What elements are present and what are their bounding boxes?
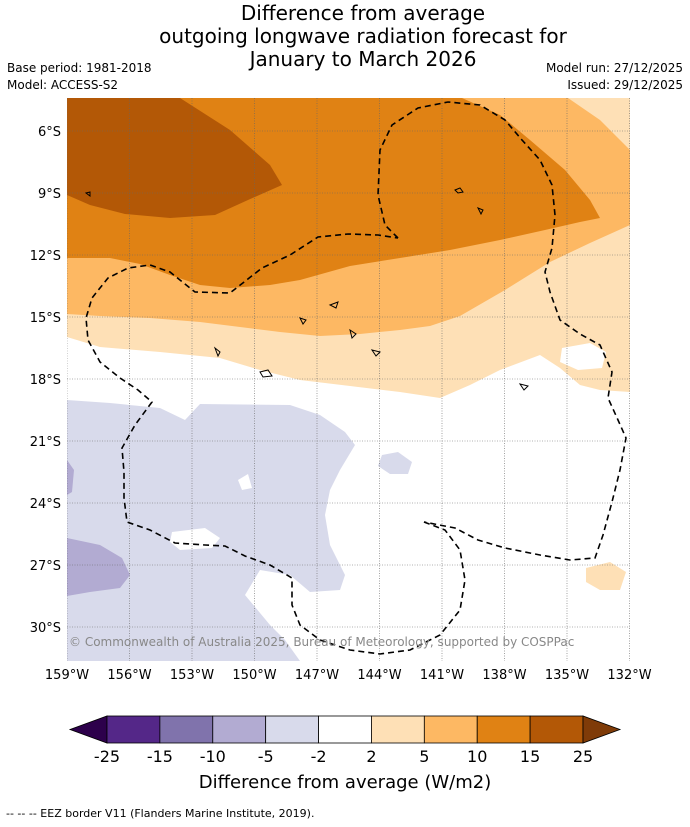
- island-9: [84, 191, 91, 197]
- colorbar-title: Difference from average (W/m2): [199, 772, 491, 793]
- lon-tick-label: 159°W: [45, 668, 89, 683]
- colorbar-bin: [318, 715, 372, 744]
- colorbar-bin: [159, 715, 214, 744]
- neutral-hole-2: [238, 474, 252, 490]
- colorbar-tick-label: 15: [520, 747, 540, 766]
- lon-tick-label: 138°W: [482, 668, 526, 683]
- colorbar-tick-label: 25: [573, 747, 593, 766]
- lat-tick-label: 18°S: [30, 373, 61, 388]
- island-6: [213, 346, 221, 358]
- positive-anomaly-strong: [67, 98, 282, 218]
- lat-tick-label: 27°S: [30, 559, 61, 574]
- lat-tick-label: 9°S: [38, 187, 61, 202]
- longitude-axis: 159°W 156°W 153°W 150°W 147°W 144°W 141°W 138°W…: [45, 668, 652, 683]
- colorbar-tick-label: 2: [366, 747, 376, 766]
- islands: [84, 187, 529, 391]
- colorbar-bin: [529, 715, 584, 744]
- eez-border-cook-islands: [377, 101, 627, 561]
- colorbar-tick-label: -25: [94, 747, 120, 766]
- map-plot-area: © Commonwealth of Australia 2025, Bureau…: [67, 98, 630, 661]
- chart-title: Difference from average outgoing longwav…: [0, 2, 690, 71]
- island-8: [518, 383, 529, 391]
- island-3: [328, 301, 339, 309]
- colorbar-bin: [371, 715, 425, 744]
- neutral-island: [560, 343, 606, 370]
- lat-tick-label: 24°S: [30, 497, 61, 512]
- colorbar-bin: [476, 715, 531, 744]
- lon-tick-label: 150°W: [232, 668, 276, 683]
- colorbar-bin: [265, 715, 319, 744]
- colorbar: -25 -15 -10 -5 -2 2 5 10 15 25: [68, 715, 622, 766]
- negative-anomaly-medium: [67, 538, 130, 596]
- colorbar-tick-label: 5: [419, 747, 429, 766]
- lon-tick-label: 132°W: [607, 668, 651, 683]
- positive-anomaly-pale-blob: [586, 562, 626, 590]
- colorbar-tick-label: -15: [147, 747, 173, 766]
- colorbar-extend-high: [582, 715, 622, 744]
- title-line-3: January to March 2026: [249, 47, 477, 71]
- island-7: [370, 349, 381, 357]
- lat-tick-label: 6°S: [38, 125, 61, 140]
- colorbar-extend-low: [68, 715, 108, 744]
- meta-left: Base period: 1981-2018 Model: ACCESS-S2: [7, 60, 152, 94]
- lon-tick-label: 135°W: [545, 668, 589, 683]
- island-5: [259, 369, 273, 378]
- colorbar-tick-label: 10: [467, 747, 487, 766]
- colorbar-tick-label: -5: [258, 747, 274, 766]
- model-run: Model run: 27/12/2025: [545, 61, 683, 75]
- lat-tick-label: 30°S: [30, 621, 61, 636]
- lon-tick-label: 156°W: [107, 668, 151, 683]
- colorbar-bin: [106, 715, 161, 744]
- title-line-2: outgoing longwave radiation forecast for: [159, 24, 567, 48]
- negative-anomaly-light: [67, 400, 355, 661]
- base-period: Base period: 1981-2018: [7, 61, 152, 75]
- island-1: [454, 187, 464, 194]
- footnote-eez: -- -- -- EEZ border V11 (Flanders Marine…: [6, 807, 315, 820]
- latitude-axis: 6°S 9°S 12°S 15°S 18°S 21°S 24°S 27°S 30°S: [30, 125, 61, 636]
- lat-tick-label: 15°S: [30, 311, 61, 326]
- negative-anomaly-medium-edge: [67, 460, 74, 495]
- eez-border-french-polynesia: [85, 233, 466, 655]
- title-line-1: Difference from average: [240, 1, 486, 25]
- colorbar-tick-label: -10: [200, 747, 226, 766]
- island-4: [349, 328, 357, 339]
- lat-tick-label: 21°S: [30, 435, 61, 450]
- colorbar-bin: [212, 715, 267, 744]
- lon-tick-label: 147°W: [295, 668, 339, 683]
- colorbar-tick-label: -2: [311, 747, 327, 766]
- island-2: [476, 207, 484, 216]
- meta-right: Model run: 27/12/2025 Issued: 29/12/2025: [546, 60, 683, 94]
- lat-tick-label: 12°S: [30, 249, 61, 264]
- lon-tick-label: 153°W: [170, 668, 214, 683]
- lon-tick-label: 141°W: [420, 668, 464, 683]
- issued-date: Issued: 29/12/2025: [567, 78, 683, 92]
- lon-tick-label: 144°W: [357, 668, 401, 683]
- model-name: Model: ACCESS-S2: [7, 78, 119, 92]
- island-10: [299, 317, 307, 325]
- negative-anomaly-light-blob: [378, 452, 412, 474]
- map-copyright: © Commonwealth of Australia 2025, Bureau…: [69, 635, 574, 649]
- colorbar-bin: [423, 715, 478, 744]
